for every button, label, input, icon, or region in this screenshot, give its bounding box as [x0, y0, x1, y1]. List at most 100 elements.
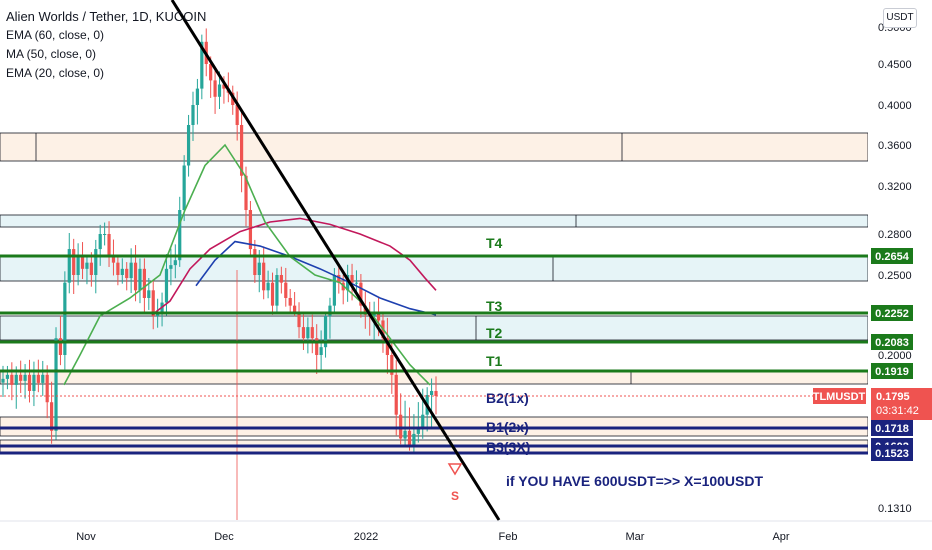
level-price-tag-text: 0.1919 — [875, 366, 909, 378]
candle-body — [89, 262, 93, 275]
candle-body — [27, 374, 32, 391]
currency-button[interactable]: USDT — [883, 8, 917, 28]
sell-arrow-icon — [447, 463, 463, 476]
candle-body — [14, 374, 18, 385]
ema20-line — [63, 143, 431, 386]
candle-body — [178, 210, 182, 261]
candle-body — [235, 105, 239, 125]
level-label-t4: T4 — [486, 235, 503, 251]
candle-body — [403, 430, 407, 439]
candle-body — [182, 165, 186, 210]
candle-body — [116, 262, 120, 275]
candle-body — [297, 313, 301, 328]
candle-body — [288, 297, 292, 306]
candle-body — [1, 378, 5, 383]
candle-body — [169, 265, 173, 269]
candle-body — [421, 414, 425, 428]
candle-body — [67, 249, 71, 283]
candle-body — [107, 234, 111, 257]
y-tick-label: 0.2800 — [878, 229, 912, 241]
candle-body — [293, 305, 297, 314]
candle-body — [279, 275, 283, 283]
candle-body — [354, 282, 359, 284]
ma50-line — [195, 240, 437, 316]
candle-body — [156, 313, 160, 316]
ema60-line — [151, 217, 437, 316]
last-price-text: 0.1795 — [876, 391, 910, 403]
x-tick-label: 2022 — [354, 531, 378, 543]
candle-body — [350, 275, 354, 283]
candle-body — [394, 374, 398, 415]
level-price-tag-text: 0.1718 — [875, 423, 909, 435]
level-label-b33x: B3(3X) — [486, 439, 530, 455]
level-label-t3: T3 — [486, 298, 503, 314]
symbol-tag-bg — [813, 388, 866, 404]
candle-body — [266, 282, 270, 291]
candle-body — [315, 338, 319, 355]
zone-t3 — [0, 315, 869, 341]
candle-body — [98, 234, 102, 250]
candle-body — [129, 262, 133, 279]
candle-body — [111, 256, 116, 263]
candle-body — [63, 282, 67, 355]
candle-body — [58, 338, 63, 355]
candle-body — [164, 268, 169, 303]
trend-line — [170, 0, 501, 521]
legend-ema20: EMA (20, close, 0) — [6, 66, 105, 80]
candle-body — [275, 275, 279, 306]
candle-body — [412, 433, 416, 447]
candle-body — [191, 105, 195, 125]
last-price-tag-bg — [871, 388, 932, 420]
y-tick-label: 0.1310 — [878, 503, 912, 515]
y-tick-label: 0.4000 — [878, 100, 912, 112]
candle-body — [151, 290, 155, 316]
level-label-t2: T2 — [486, 325, 503, 341]
candle-body — [284, 282, 288, 298]
candle-body — [186, 125, 191, 166]
candle-body — [310, 327, 314, 339]
countdown-text: 03:31:42 — [876, 405, 919, 417]
x-tick-label: Apr — [772, 531, 789, 543]
legend-title: Alien Worlds / Tether, 1D, KUCOIN — [6, 9, 207, 24]
candle-body — [200, 41, 204, 89]
candle-body — [222, 84, 226, 89]
candle-body — [76, 256, 80, 275]
candle-body — [337, 275, 341, 283]
y-tick-label: 0.3600 — [878, 140, 912, 152]
candle-body — [363, 305, 367, 315]
sell-marker-label: S — [451, 489, 459, 503]
candle-body — [147, 290, 151, 298]
level-price-tag-bg — [871, 420, 913, 436]
candle-body — [10, 374, 14, 385]
candle-body — [32, 374, 36, 391]
candle-body — [5, 374, 10, 379]
candle-body — [319, 347, 323, 355]
candle-body — [328, 305, 332, 316]
candle-body — [372, 313, 376, 316]
candle-body — [45, 374, 49, 403]
candle-body — [94, 249, 98, 275]
level-price-tag-bg — [871, 305, 913, 321]
candle-body — [103, 234, 107, 235]
candle-body — [262, 262, 266, 291]
y-tick-label: 0.3200 — [878, 181, 912, 193]
candle-body — [173, 260, 177, 266]
candle-body — [323, 316, 328, 348]
level-price-tag-text: 0.2654 — [875, 251, 910, 263]
candle-body — [257, 262, 261, 275]
y-tick-label: 0.4500 — [878, 59, 912, 71]
candle-body — [72, 249, 76, 275]
candle-body — [19, 374, 23, 381]
candle-body — [120, 268, 124, 275]
level-label-b12x: B1(2x) — [486, 419, 529, 435]
candle-body — [80, 256, 85, 269]
candle-body — [85, 262, 89, 269]
level-price-tag-bg — [871, 334, 913, 350]
candle-body — [54, 338, 58, 431]
candle-body — [244, 175, 248, 210]
level-price-tag-bg — [871, 445, 913, 461]
candle-body — [385, 338, 389, 355]
candle-body — [253, 249, 257, 275]
candle-body — [248, 210, 253, 250]
